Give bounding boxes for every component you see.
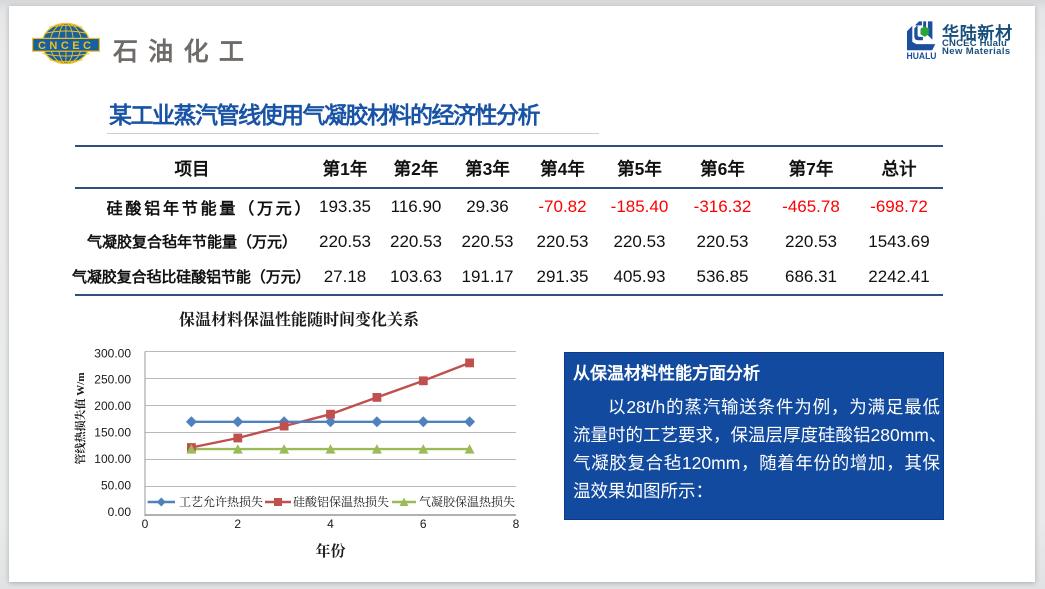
svg-text:HUALU: HUALU — [907, 51, 936, 59]
svg-text:4: 4 — [327, 517, 334, 531]
svg-text:2: 2 — [234, 517, 241, 531]
svg-text:200.00: 200.00 — [94, 399, 131, 413]
svg-text:8: 8 — [513, 517, 520, 531]
svg-text:CNCEC: CNCEC — [38, 40, 94, 52]
svg-text:保温材料保温性能随时间变化关系: 保温材料保温性能随时间变化关系 — [179, 310, 420, 329]
svg-text:气凝胶保温热损失: 气凝胶保温热损失 — [419, 494, 515, 509]
svg-text:250.00: 250.00 — [94, 373, 131, 387]
svg-text:0: 0 — [142, 517, 149, 531]
svg-text:0.00: 0.00 — [108, 505, 132, 519]
svg-text:100.00: 100.00 — [94, 452, 131, 466]
svg-text:工艺允许热损失: 工艺允许热损失 — [179, 494, 263, 509]
svg-text:150.00: 150.00 — [94, 426, 131, 440]
svg-text:硅酸铝保温热损失: 硅酸铝保温热损失 — [293, 494, 389, 509]
svg-text:年份: 年份 — [315, 542, 345, 560]
svg-text:6: 6 — [420, 517, 427, 531]
svg-text:300.00: 300.00 — [94, 346, 131, 360]
svg-text:管线热损失值 W/m: 管线热损失值 W/m — [73, 373, 87, 465]
svg-text:50.00: 50.00 — [101, 478, 131, 492]
